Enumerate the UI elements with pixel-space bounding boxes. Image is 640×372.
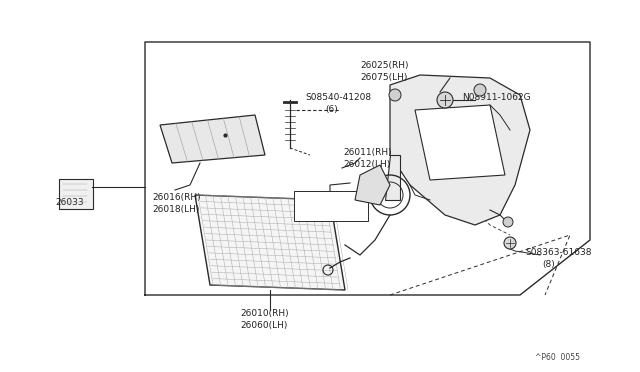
Text: 26016(RH): 26016(RH) [152,193,200,202]
Text: 26010(RH): 26010(RH) [240,309,289,318]
Text: 26075(LH): 26075(LH) [360,73,408,82]
Circle shape [503,217,513,227]
Polygon shape [390,75,530,225]
Polygon shape [355,165,390,205]
Circle shape [389,89,401,101]
Text: 26033: 26033 [55,198,84,207]
Text: (6): (6) [477,105,490,114]
Circle shape [474,84,486,96]
Text: 26060(LH): 26060(LH) [240,321,287,330]
Text: (8): (8) [542,260,555,269]
FancyBboxPatch shape [59,179,93,209]
Text: 26025(RH): 26025(RH) [360,61,408,70]
Circle shape [437,92,453,108]
FancyBboxPatch shape [294,191,368,221]
Text: (6): (6) [325,105,338,114]
Text: ^P60  0055: ^P60 0055 [535,353,580,362]
Text: S08363-61638: S08363-61638 [525,248,591,257]
Text: 26011(RH): 26011(RH) [343,148,392,157]
Text: 26012(LH): 26012(LH) [343,160,390,169]
Polygon shape [385,155,400,200]
Text: 26011A: 26011A [303,205,335,214]
Text: 26018(LH): 26018(LH) [152,205,200,214]
Circle shape [504,237,516,249]
Polygon shape [160,115,265,163]
Text: N08911-1062G: N08911-1062G [462,93,531,102]
Text: S08540-41208: S08540-41208 [305,93,371,102]
Polygon shape [415,105,505,180]
Polygon shape [195,195,345,290]
